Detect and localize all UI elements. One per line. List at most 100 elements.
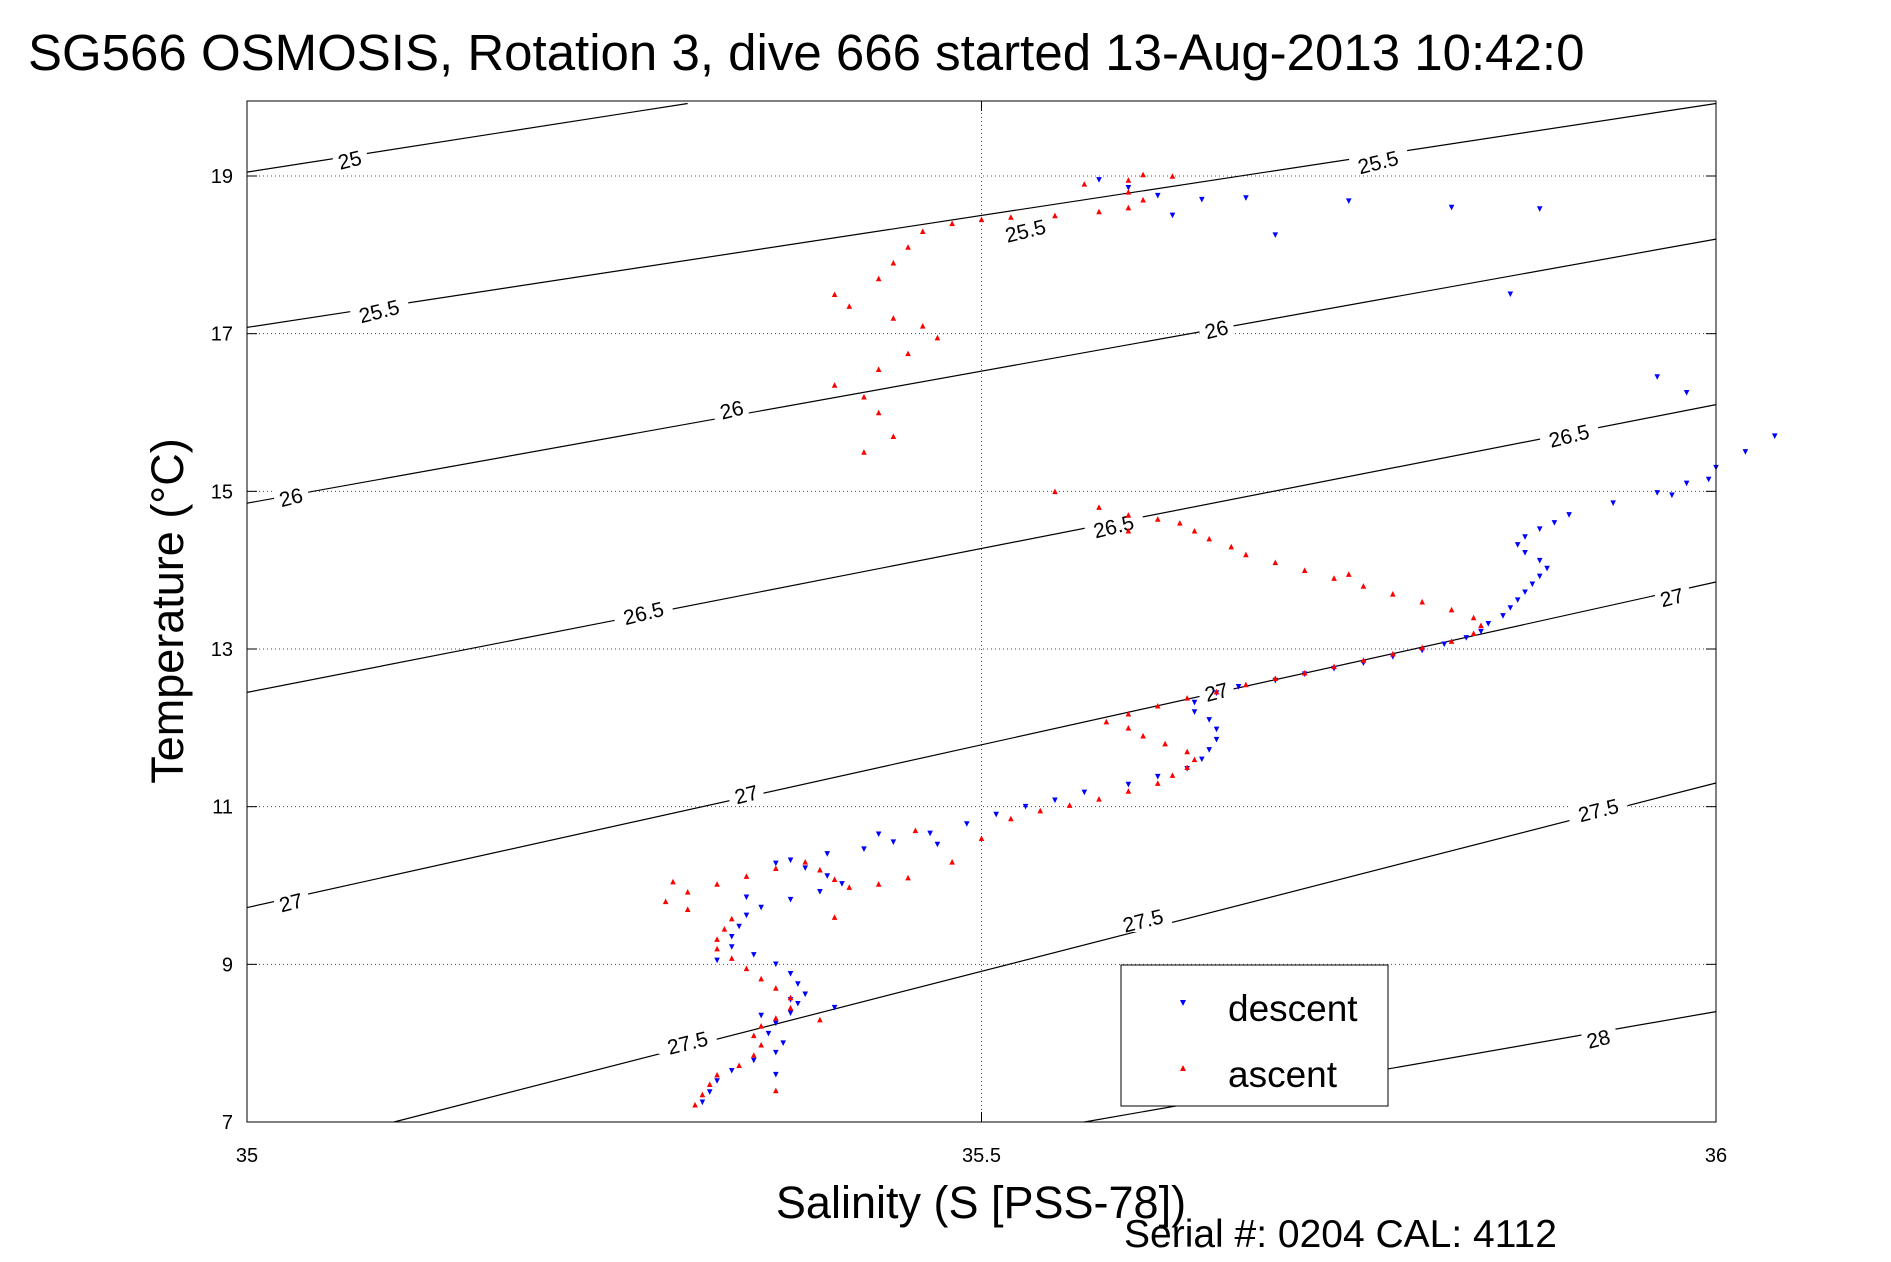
ascent-point-111 (670, 878, 676, 885)
contour-label-bg-4 (714, 397, 749, 422)
ascent-point-39 (1154, 780, 1161, 786)
descent-point-65 (1536, 557, 1543, 564)
ascent-point-68 (1301, 567, 1308, 573)
descent-point-42 (1213, 726, 1220, 733)
ascent-point-17 (714, 936, 720, 942)
ascent-point-28 (831, 876, 838, 882)
ascent-point-95 (949, 220, 955, 227)
ascent-point-76 (1125, 512, 1132, 518)
ascent-point-75 (1154, 516, 1161, 522)
ascent-point-24 (743, 873, 750, 879)
descent-point-96 (758, 1012, 764, 1019)
ascent-point-82 (861, 393, 867, 400)
descent-point-76 (1742, 449, 1749, 455)
ascent-point-36 (1066, 802, 1073, 808)
ascent-point-103 (1125, 177, 1132, 183)
ascent-point-19 (728, 915, 735, 922)
ascent-point-99 (1096, 208, 1102, 215)
ascent-point-51 (1213, 688, 1220, 695)
ascent-point-45 (1140, 732, 1146, 739)
contour-label-bg-6 (274, 484, 309, 509)
ascent-point-88 (890, 315, 897, 321)
descent-point-89 (1654, 374, 1661, 380)
descent-point-20 (758, 904, 764, 911)
ascent-point-66 (1360, 583, 1367, 589)
ascent-point-52 (1243, 681, 1249, 688)
contour-label-6: 26 (277, 484, 305, 512)
descent-point-82 (1243, 195, 1249, 201)
ascent-point-6 (758, 1041, 764, 1048)
ascent-point-108 (817, 1016, 823, 1023)
ascent-point-109 (773, 1087, 779, 1094)
contour-label-17: 28 (1584, 1026, 1612, 1054)
descent-point-56 (1478, 628, 1484, 635)
descent-point-84 (1448, 204, 1455, 211)
contour-label-11: 27 (732, 781, 760, 809)
descent-point-68 (1522, 534, 1528, 540)
y-axis-label: Temperature (°C) (142, 438, 193, 784)
contour-label-bg-16 (1569, 797, 1628, 822)
ascent-point-78 (1052, 488, 1058, 495)
ascent-point-46 (1125, 725, 1132, 731)
ascent-point-86 (934, 334, 941, 341)
contour-line-1 (246, 102, 1717, 328)
ascent-point-63 (1448, 606, 1455, 613)
ascent-point-85 (905, 350, 911, 357)
descent-point-32 (993, 811, 999, 818)
ascent-point-92 (890, 259, 897, 266)
descent-point-21 (787, 896, 794, 903)
ascent-point-73 (1191, 527, 1198, 534)
descent-point-57 (1485, 620, 1492, 627)
descent-point-66 (1522, 550, 1528, 556)
descent-point-9 (787, 1010, 794, 1017)
ascent-point-57 (1390, 650, 1396, 657)
descent-point-41 (1213, 736, 1220, 743)
ascent-point-104 (1140, 171, 1146, 178)
legend-descent-marker (1180, 1000, 1186, 1006)
ascent-point-84 (875, 366, 882, 372)
contour-label-bg-17 (1581, 1026, 1616, 1051)
descent-point-23 (839, 881, 845, 887)
descent-point-4 (751, 1057, 757, 1064)
descent-point-85 (1536, 206, 1543, 212)
x-axis-label: Salinity (S [PSS-78]) (776, 1177, 1186, 1228)
ascent-point-110 (912, 827, 919, 834)
ascent-point-72 (1206, 535, 1212, 542)
descent-point-58 (1500, 613, 1506, 619)
descent-point-36 (1125, 781, 1132, 788)
descent-point-15 (751, 952, 757, 958)
ascent-point-38 (1125, 788, 1132, 794)
y-tick-label-6: 19 (211, 166, 233, 188)
ascent-point-37 (1096, 795, 1102, 802)
descent-point-3 (728, 1067, 735, 1074)
descent-point-90 (1683, 389, 1690, 396)
ascent-point-67 (1331, 575, 1337, 581)
descent-point-33 (1022, 803, 1029, 810)
ascent-point-1 (699, 1091, 706, 1098)
ascent-point-0 (692, 1101, 698, 1108)
ascent-point-59 (1448, 638, 1455, 644)
ascent-point-35 (1037, 807, 1044, 814)
ascent-point-4 (736, 1062, 742, 1069)
descent-point-100 (875, 831, 882, 838)
descent-point-47 (1235, 684, 1242, 690)
descent-point-7 (765, 1030, 772, 1037)
descent-point-83 (1345, 198, 1352, 205)
descent-point-93 (831, 1004, 838, 1011)
ascent-point-22 (684, 889, 691, 895)
ascent-point-71 (1228, 543, 1235, 550)
descent-point-10 (795, 1000, 801, 1007)
x-tick-label-2: 36 (1705, 1145, 1727, 1167)
descent-point-79 (1125, 185, 1132, 191)
descent-point-45 (1191, 699, 1198, 706)
contour-label-5: 26 (1203, 316, 1231, 344)
descent-point-92 (1705, 476, 1712, 483)
y-tick-label-0: 7 (222, 1112, 233, 1134)
ascent-point-55 (1331, 663, 1337, 670)
density-contour-labels: 2525.525.525.526262626.526.526.527272727… (274, 147, 1689, 1060)
ascent-point-7 (751, 1032, 757, 1039)
ascent-point-100 (1125, 204, 1132, 211)
ascent-point-74 (1177, 520, 1183, 526)
ascent-point-48 (1125, 710, 1132, 717)
